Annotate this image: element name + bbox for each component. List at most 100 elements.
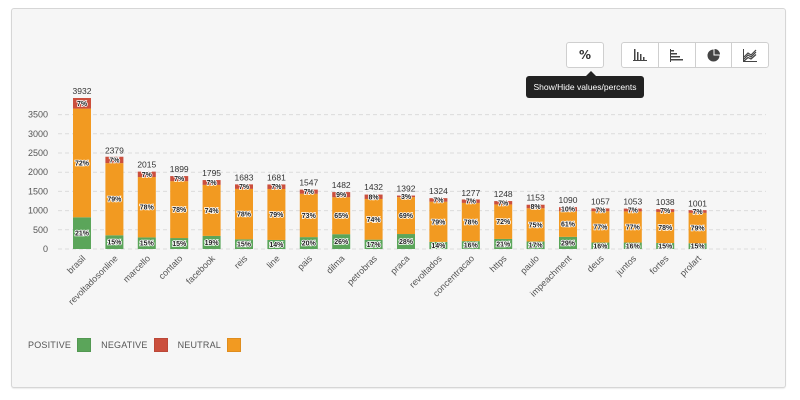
chart-type-button-group — [621, 42, 769, 68]
bar-segment-negative[interactable] — [688, 210, 707, 213]
bar-segment-positive[interactable] — [170, 238, 189, 249]
bar-segment-negative[interactable] — [364, 194, 383, 199]
bar-segment-positive[interactable] — [73, 217, 91, 249]
bar-segment-negative[interactable] — [235, 184, 253, 189]
bar-segment-negative[interactable] — [494, 201, 513, 205]
bar-total-label: 1899 — [170, 164, 189, 174]
bar-segment-neutral[interactable] — [170, 181, 189, 239]
bar-segment-negative[interactable] — [170, 176, 189, 182]
bar-segment-negative[interactable] — [429, 198, 448, 202]
bar-percent-label: 15% — [172, 241, 187, 248]
bar-segment-negative[interactable] — [332, 192, 351, 198]
pie-chart-button[interactable] — [696, 43, 733, 67]
bar-percent-label: 69% — [399, 213, 414, 220]
bar-segment-negative[interactable] — [299, 189, 318, 194]
bar-segment-neutral[interactable] — [623, 211, 642, 243]
bar-segment-positive[interactable] — [688, 243, 707, 249]
bar-segment-negative[interactable] — [397, 195, 415, 198]
bar-segment-positive[interactable] — [105, 235, 124, 249]
vertical-bar-chart-button[interactable] — [622, 43, 659, 67]
bar-percent-label: 10% — [561, 207, 576, 214]
bar-segment-positive[interactable] — [591, 242, 610, 249]
bar-percent-label: 78% — [658, 225, 673, 232]
bar-segment-positive[interactable] — [559, 236, 577, 249]
bar-segment-neutral[interactable] — [364, 198, 383, 240]
bar-segment-neutral[interactable] — [137, 177, 156, 238]
bar-segment-neutral[interactable] — [267, 188, 286, 240]
bar-segment-negative[interactable] — [267, 184, 286, 189]
bar-percent-label: 78% — [140, 205, 155, 212]
x-category-label: juntos — [613, 253, 638, 278]
bar-segment-negative[interactable] — [105, 156, 124, 164]
bar-segment-neutral[interactable] — [332, 197, 351, 235]
bar-segment-positive[interactable] — [494, 238, 513, 249]
bar-segment-negative[interactable] — [656, 209, 675, 212]
bar-segment-positive[interactable] — [461, 241, 480, 249]
bar-segment-positive[interactable] — [623, 242, 642, 249]
bar-segment-neutral[interactable] — [73, 108, 91, 218]
bar-percent-label: 7% — [142, 172, 153, 179]
area-chart-button[interactable] — [732, 43, 768, 67]
bar-segment-neutral[interactable] — [559, 211, 577, 237]
chart-legend: POSITIVE NEGATIVE NEUTRAL — [28, 338, 251, 352]
bar-segment-neutral[interactable] — [429, 201, 448, 242]
bar-percent-label: 16% — [593, 243, 608, 250]
x-category-label: pais — [295, 253, 314, 272]
toggle-percent-button[interactable]: % — [566, 42, 604, 68]
bar-percent-label: 79% — [269, 212, 284, 219]
bar-percent-label: 7% — [498, 200, 509, 207]
bar-segment-neutral[interactable] — [688, 212, 707, 244]
y-tick-label: 1500 — [28, 186, 48, 196]
bar-segment-positive[interactable] — [332, 234, 351, 249]
y-tick-label: 500 — [33, 225, 48, 235]
x-category-label: brasil — [65, 253, 87, 275]
bar-segment-negative[interactable] — [202, 180, 221, 185]
legend-swatch-negative[interactable] — [153, 338, 168, 352]
bar-segment-neutral[interactable] — [656, 211, 675, 244]
bar-segment-neutral[interactable] — [235, 188, 253, 240]
bar-percent-label: 7% — [271, 184, 282, 191]
bar-segment-positive[interactable] — [137, 237, 156, 249]
bar-segment-positive[interactable] — [299, 237, 318, 249]
bar-segment-negative[interactable] — [559, 207, 577, 212]
bar-segment-positive[interactable] — [235, 239, 253, 249]
percent-toggle-tooltip: Show/Hide values/percents — [526, 71, 644, 98]
bar-segment-neutral[interactable] — [461, 202, 480, 242]
bar-segment-negative[interactable] — [137, 171, 156, 178]
bar-segment-neutral[interactable] — [591, 211, 610, 243]
bar-segment-negative[interactable] — [623, 208, 642, 212]
bar-percent-label: 7% — [595, 207, 606, 214]
bar-segment-positive[interactable] — [656, 243, 675, 249]
bar-segment-neutral[interactable] — [299, 193, 318, 238]
x-category-label: https — [488, 253, 509, 274]
bar-segment-positive[interactable] — [526, 241, 545, 249]
bar-segment-neutral[interactable] — [397, 197, 415, 235]
horizontal-bar-chart-button[interactable] — [659, 43, 696, 67]
bar-percent-label: 77% — [593, 224, 608, 231]
bar-segment-neutral[interactable] — [105, 163, 124, 236]
bar-percent-label: 14% — [269, 242, 284, 249]
legend-swatch-positive[interactable] — [77, 338, 92, 352]
bar-percent-label: 19% — [205, 240, 220, 247]
bar-segment-positive[interactable] — [202, 235, 221, 249]
bar-segment-negative[interactable] — [526, 204, 545, 209]
y-tick-label: 3000 — [28, 129, 48, 139]
bar-segment-positive[interactable] — [429, 241, 448, 249]
x-category-label: fortes — [648, 253, 671, 276]
bar-percent-label: 78% — [172, 207, 187, 214]
bar-segment-positive[interactable] — [397, 234, 415, 249]
bar-total-label: 1248 — [494, 189, 513, 199]
bar-segment-negative[interactable] — [591, 208, 610, 212]
legend-swatch-neutral[interactable] — [227, 338, 241, 352]
bar-segment-neutral[interactable] — [526, 208, 545, 242]
bar-percent-label: 78% — [464, 220, 479, 227]
bar-total-label: 1432 — [364, 182, 383, 192]
x-category-label: line — [265, 253, 282, 270]
bar-segment-neutral[interactable] — [202, 184, 221, 236]
bar-segment-positive[interactable] — [364, 239, 383, 249]
bar-segment-negative[interactable] — [73, 98, 91, 109]
bar-segment-neutral[interactable] — [494, 204, 513, 239]
bar-segment-negative[interactable] — [461, 199, 480, 203]
bar-segment-positive[interactable] — [267, 239, 286, 249]
bar-percent-label: 7% — [239, 184, 250, 191]
